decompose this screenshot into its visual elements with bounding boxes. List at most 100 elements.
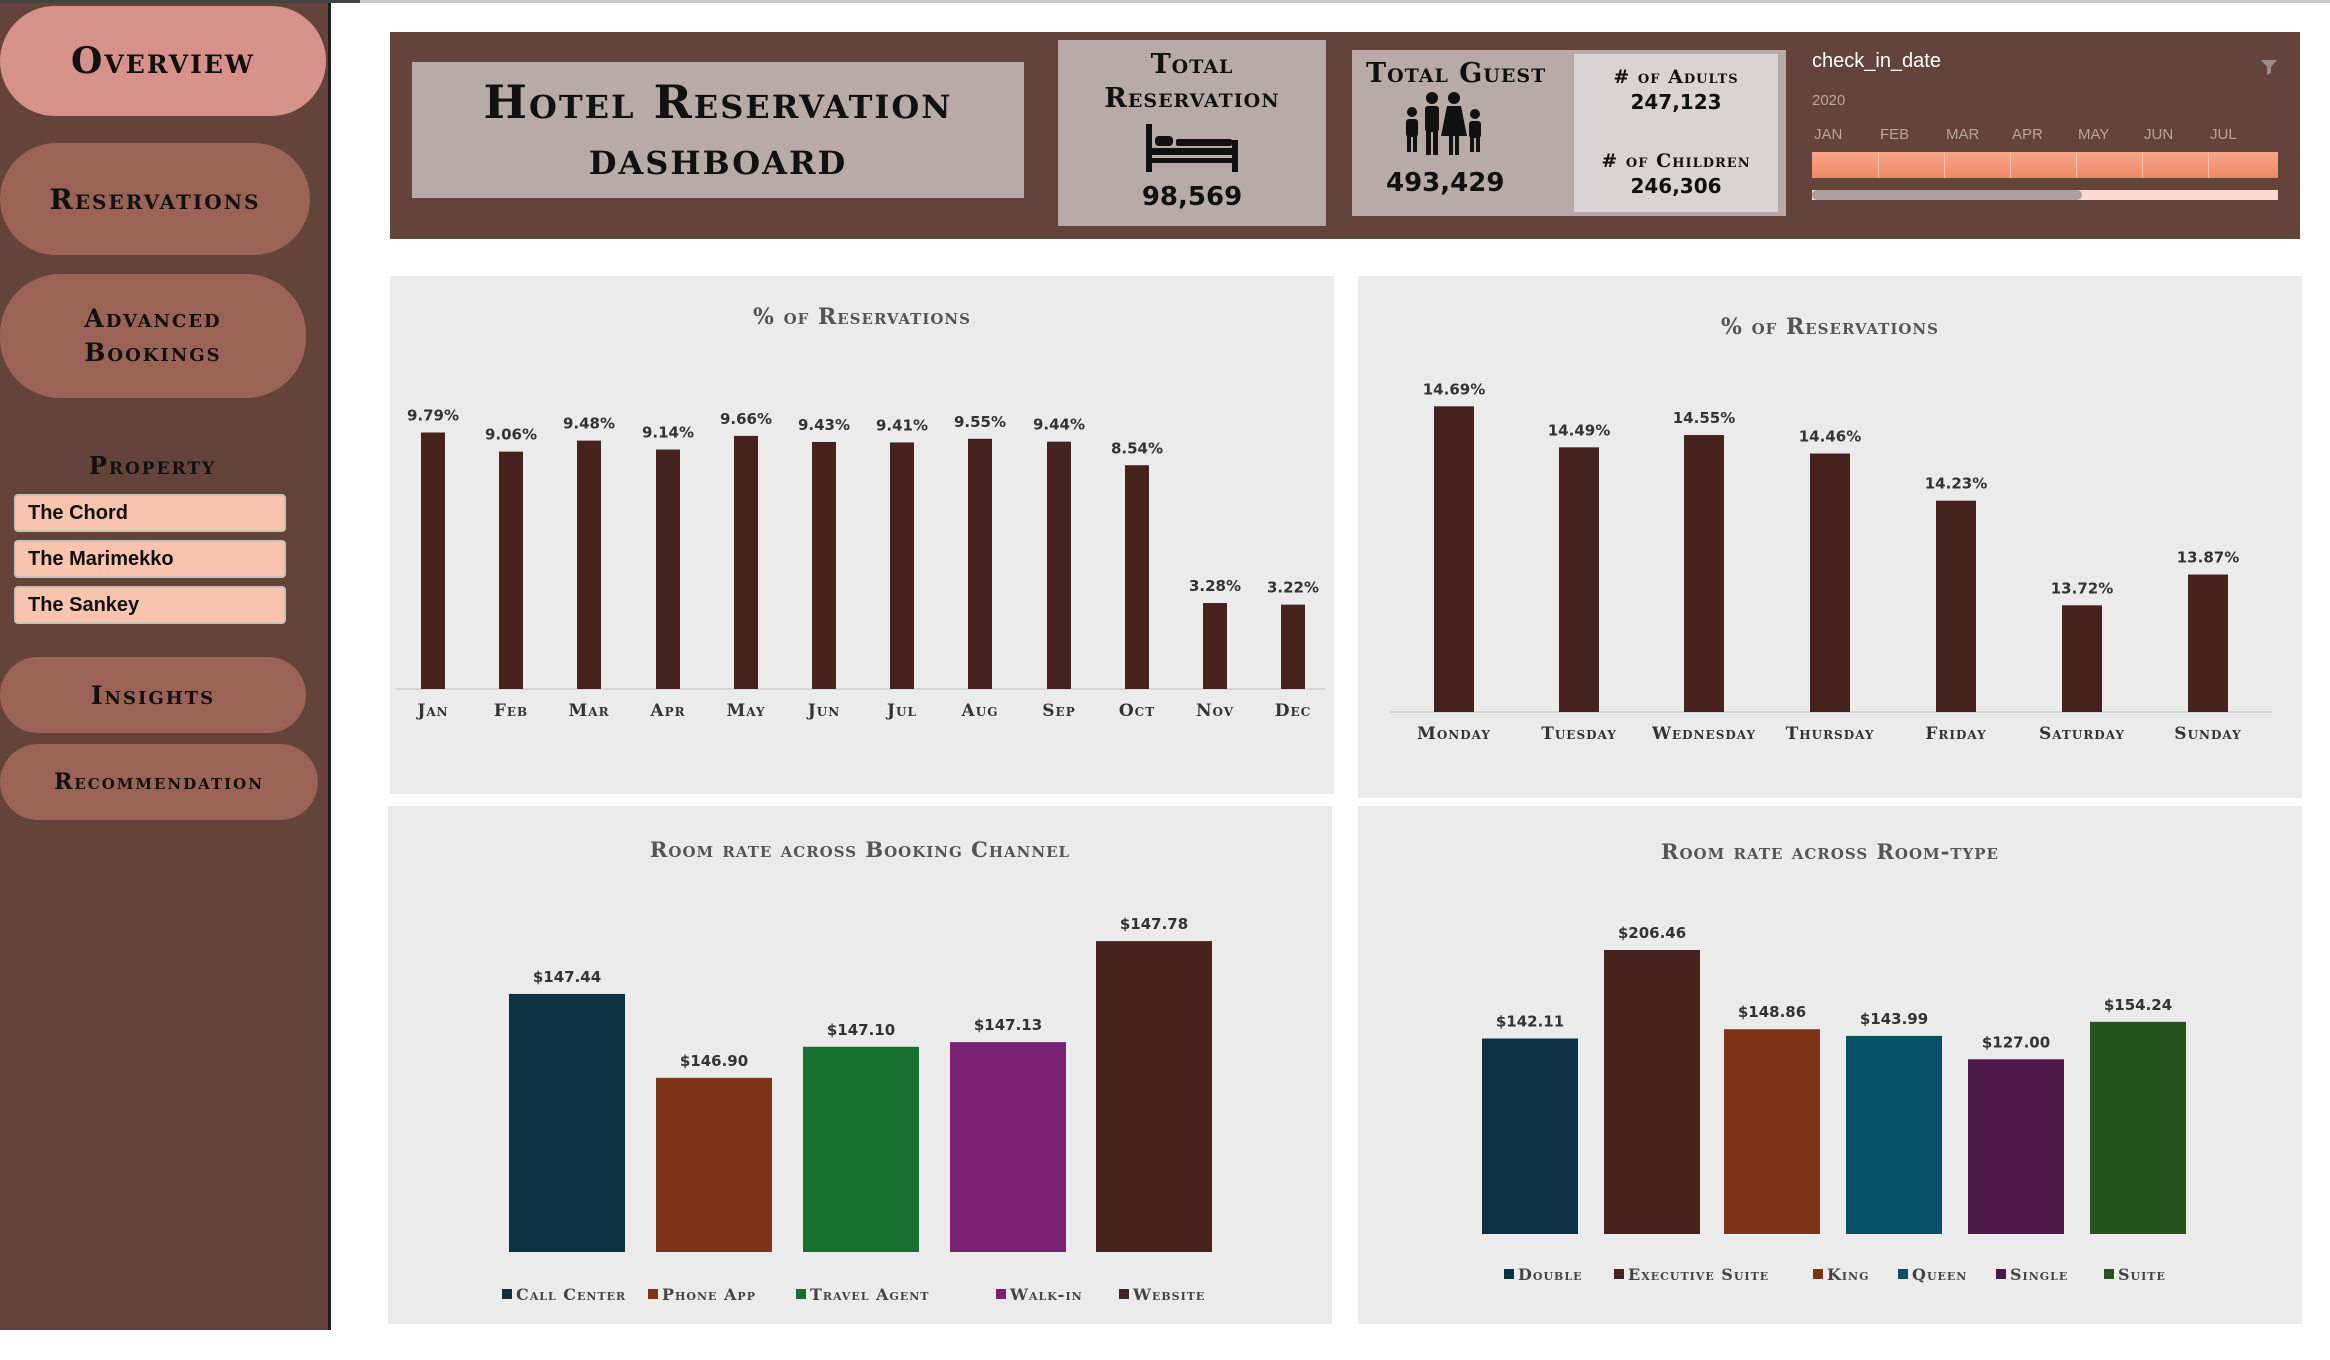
children-value: 246,306 — [1630, 174, 1722, 198]
chart-title: % of Reservations — [753, 304, 971, 330]
property-slicer-title: Property — [88, 451, 217, 480]
timeline-month[interactable]: FEB — [1880, 126, 1910, 143]
data-label: 9.06% — [485, 426, 537, 444]
x-tick-label: Saturday — [2039, 724, 2125, 744]
legend-swatch — [996, 1289, 1006, 1299]
x-tick-label: Nov — [1196, 701, 1234, 721]
legend-swatch — [1898, 1269, 1908, 1279]
window-top-accent — [0, 0, 360, 3]
timeline-scroll-thumb[interactable] — [1812, 190, 2082, 200]
property-item-label: The Chord — [28, 501, 128, 524]
timeline-month[interactable]: JUL — [2210, 126, 2237, 143]
x-tick-label: Tuesday — [1541, 724, 1617, 744]
total-guest-label: Total Guest — [1366, 58, 1547, 89]
nav-insights-label: Insights — [90, 680, 216, 710]
data-label: $148.86 — [1738, 1003, 1806, 1021]
bar-tuesday — [1559, 447, 1599, 712]
nav-recommendation-button[interactable]: Recommendation — [0, 744, 318, 820]
bar-aug — [968, 438, 992, 689]
room-type-rate-chart: Room rate across Room-type $142.11 Double $… — [1482, 839, 2186, 1284]
property-item-marimekko[interactable]: The Marimekko — [14, 540, 286, 578]
bar-dec — [1281, 604, 1305, 689]
legend-entry: Executive Suite — [1628, 1265, 1769, 1284]
total-guest-value: 493,429 — [1386, 168, 1505, 198]
bar-sep — [1047, 441, 1071, 689]
x-tick-label: Sep — [1042, 701, 1075, 721]
x-tick-label: Feb — [494, 701, 528, 721]
data-label: 9.14% — [642, 424, 694, 442]
chart-title: Room rate across Room-type — [1661, 839, 1999, 864]
legend-swatch — [796, 1289, 806, 1299]
data-label: 14.23% — [1925, 475, 1987, 493]
legend-entry: Single — [2010, 1265, 2068, 1284]
dashboard-header: Hotel Reservation dashboard Total Reserv… — [390, 32, 2300, 239]
data-label: 14.49% — [1548, 421, 1610, 439]
data-label: $142.11 — [1496, 1013, 1564, 1031]
guest-breakdown: # of Adults 247,123 # of Children 246,30… — [1574, 54, 1778, 212]
data-label: $206.46 — [1618, 924, 1686, 942]
chart-panel-roomtype: Room rate across Room-type $142.11 Double $… — [1358, 806, 2302, 1324]
bar-feb — [499, 451, 523, 689]
bar-queen — [1846, 1035, 1942, 1234]
bar-thursday — [1810, 453, 1850, 712]
total-reservation-label-1: Total — [1150, 49, 1234, 80]
legend-swatch — [502, 1289, 512, 1299]
total-reservation-card: Total Reservation 98,569 — [1058, 40, 1326, 226]
chart-title: % of Reservations — [1721, 314, 1939, 340]
bar-double — [1482, 1038, 1578, 1234]
legend-entry: Walk-in — [1009, 1285, 1083, 1304]
data-label: 14.69% — [1423, 380, 1485, 398]
data-label: 14.55% — [1673, 409, 1735, 427]
bar-monday — [1434, 406, 1474, 712]
timeline-month[interactable]: MAY — [2078, 126, 2110, 143]
property-item-label: The Sankey — [28, 593, 140, 616]
dashboard-title-box: Hotel Reservation dashboard — [412, 62, 1024, 198]
timeline-month[interactable]: JUN — [2144, 126, 2174, 143]
nav-advanced-label-2: Bookings — [84, 338, 222, 367]
bar-apr — [656, 449, 680, 689]
nav-insights-button[interactable]: Insights — [0, 657, 306, 733]
bar-phone-app — [656, 1077, 772, 1252]
legend-swatch — [1813, 1269, 1823, 1279]
x-tick-label: Apr — [649, 701, 685, 721]
bar-executive-suite — [1604, 950, 1700, 1234]
timeline-month[interactable]: JAN — [1814, 126, 1843, 143]
bar-oct — [1125, 465, 1149, 689]
timeline-scrollbar[interactable] — [1812, 190, 2278, 200]
nav-recommendation-label: Recommendation — [54, 769, 264, 795]
window-top-border — [0, 0, 2330, 3]
data-label: $147.78 — [1120, 915, 1188, 933]
timeline-month[interactable]: APR — [2012, 126, 2043, 143]
property-item-label: The Marimekko — [28, 547, 174, 570]
filter-icon[interactable] — [2260, 58, 2278, 76]
timeline-selection-bar[interactable] — [1812, 152, 2278, 178]
data-label: 3.22% — [1267, 579, 1319, 597]
legend-entry: King — [1827, 1265, 1870, 1284]
property-item-chord[interactable]: The Chord — [14, 494, 286, 532]
data-label: 13.87% — [2177, 549, 2239, 567]
dashboard-title: Hotel Reservation dashboard — [428, 74, 1008, 186]
timeline-month[interactable]: MAR — [1946, 126, 1980, 143]
booking-channel-rate-chart: Room rate across Booking Channel $147.44 C… — [502, 837, 1212, 1304]
data-label: $154.24 — [2104, 996, 2172, 1014]
family-icon — [1406, 92, 1481, 155]
total-guest-card: Total Guest 493,429 # of Adults 247,123 … — [1352, 50, 1786, 216]
x-tick-label: Friday — [1925, 724, 1986, 744]
data-label: 8.54% — [1111, 439, 1163, 457]
chart-panel-monthly: % of Reservations 9.79% Jan 9.06% Feb 9.48% Ma… — [390, 276, 1334, 794]
property-item-sankey[interactable]: The Sankey — [14, 586, 286, 624]
nav-overview-button[interactable]: Overview — [0, 6, 326, 116]
x-tick-label: Dec — [1275, 701, 1311, 721]
legend-swatch — [1996, 1269, 2006, 1279]
weekday-reservations-chart: % of Reservations 14.69% Monday 14.49% Tuesd… — [1390, 314, 2272, 744]
data-label: $146.90 — [680, 1052, 748, 1070]
bar-jan — [421, 432, 445, 689]
bar-suite — [2090, 1021, 2186, 1234]
legend-swatch — [648, 1289, 658, 1299]
check-in-timeline: check_in_date 2020 JAN FEB MAR APR MAY J… — [1812, 40, 2292, 230]
nav-reservations-button[interactable]: Reservations — [0, 143, 310, 255]
x-tick-label: Thursday — [1786, 724, 1875, 744]
legend-entry: Travel Agent — [810, 1285, 929, 1304]
nav-advanced-bookings-button[interactable]: Advanced Bookings — [0, 274, 306, 398]
legend-entry: Call Center — [516, 1285, 626, 1304]
